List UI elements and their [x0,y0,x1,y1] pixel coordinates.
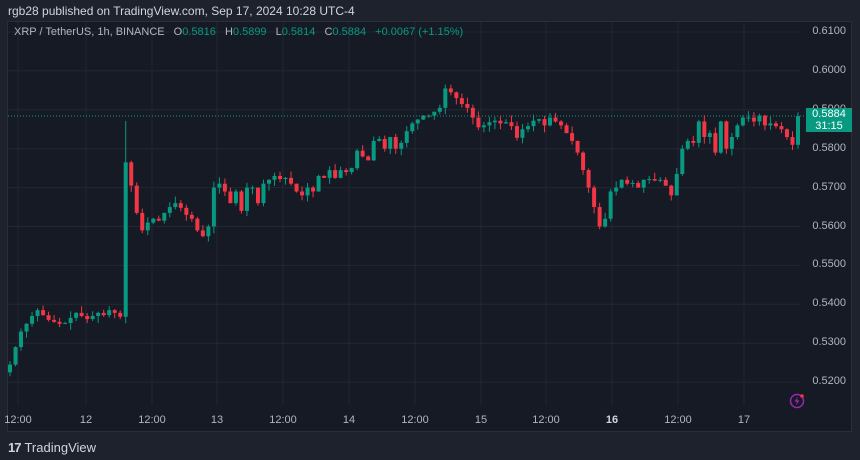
time-tick-label: 12:00 [4,414,32,426]
price-tick-label: 0.5400 [812,297,846,310]
time-tick-label: 12:00 [664,414,692,426]
chart-grid [8,22,800,405]
price-tick-label: 0.5800 [812,141,846,154]
time-tick-label: 12:00 [269,414,297,426]
price-tick-label: 0.5600 [812,219,846,232]
tradingview-logo-icon: 17 [8,440,22,455]
price-tick-label: 0.6000 [812,63,846,76]
candles [8,84,800,377]
price-tick-label: 0.5300 [812,336,846,349]
time-tick-label: 15 [474,414,488,426]
brand-name: TradingView [24,440,97,455]
time-tick-label: 12:00 [532,414,560,426]
high-value: 0.5899 [232,26,267,38]
time-tick-label: 12:00 [401,414,429,426]
last-price-badge: 0.5884 31:15 [806,108,852,132]
price-tick-label: 0.5700 [812,180,846,193]
price-tick-label: 0.5500 [812,258,846,271]
last-price-value: 0.5884 [812,108,846,120]
symbol-label: XRP / TetherUS, 1h, BINANCE [14,26,165,38]
low-key: L [275,26,282,38]
time-tick-label: 12:00 [138,414,166,426]
time-tick-label: 14 [342,414,356,426]
time-tick-label: 13 [210,414,224,426]
close-value: 0.5884 [332,26,367,38]
close-key: C [324,26,333,38]
lightning-bolt-icon[interactable] [789,393,805,409]
published-by-text: rgb28 published on TradingView.com, Sep … [8,4,355,18]
time-tick-label: 12 [79,414,93,426]
open-value: 0.5816 [182,26,216,38]
open-key: O [173,26,183,38]
bar-countdown: 31:15 [815,120,843,132]
change-value: +0.0067 (+1.15%) [375,26,464,38]
low-value: 0.5814 [281,26,316,38]
time-tick-label: 16 [605,414,619,426]
tradingview-branding[interactable]: 17 TradingView [8,440,96,455]
time-tick-label: 17 [737,414,751,426]
high-key: H [224,26,233,38]
price-tick-label: 0.5200 [812,375,846,388]
chart-legend: XRP / TetherUS, 1h, BINANCE O0.5816 H0.5… [14,26,463,38]
price-tick-label: 0.6100 [812,25,846,37]
